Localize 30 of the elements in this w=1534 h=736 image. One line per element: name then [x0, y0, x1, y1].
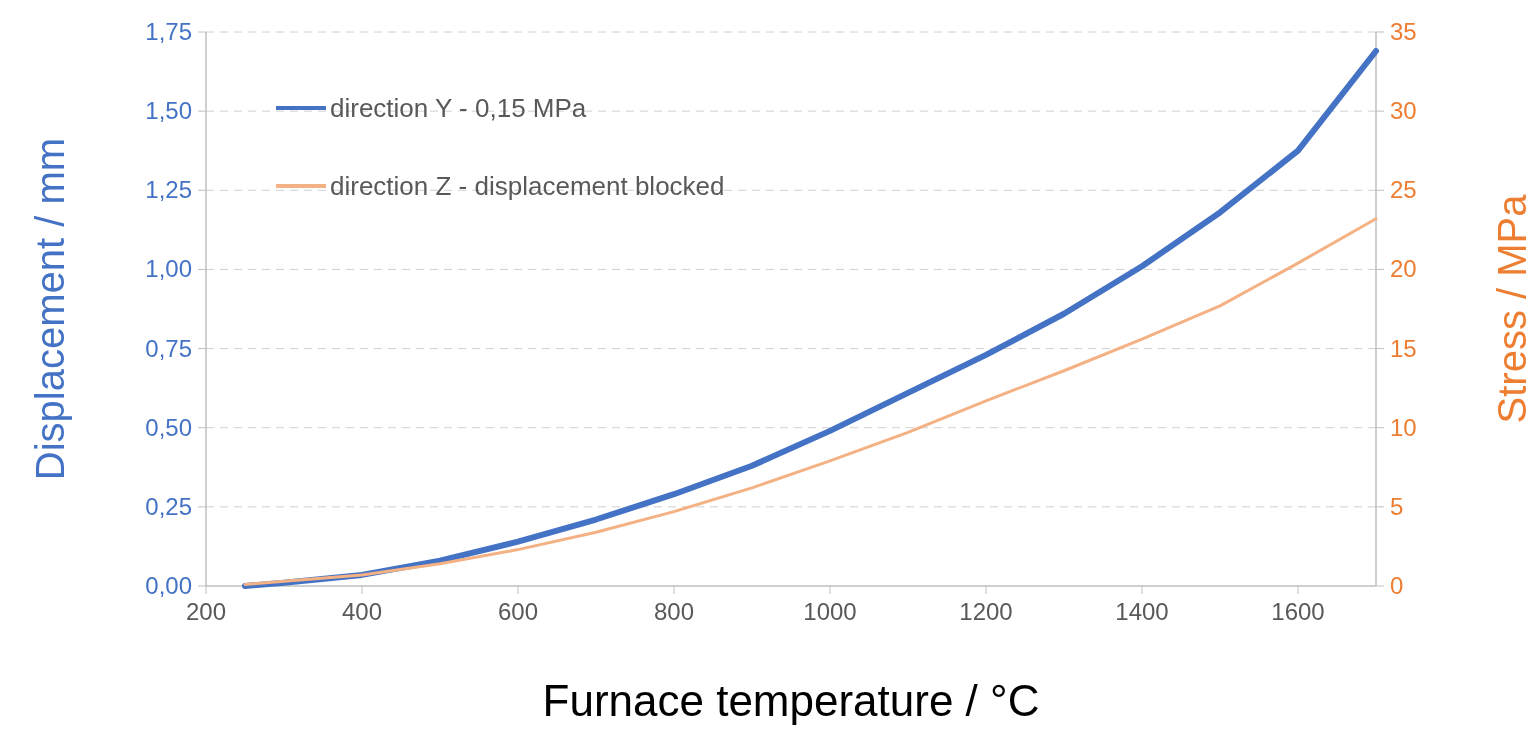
y2-tick-label: 35 — [1390, 18, 1417, 45]
x-tick-label: 1600 — [1271, 598, 1325, 625]
y2-tick-label: 25 — [1390, 176, 1417, 204]
y2-tick-label: 5 — [1390, 492, 1404, 520]
y2-tick-label: 20 — [1390, 255, 1417, 283]
y-tick-label: 0,75 — [145, 334, 192, 362]
y-tick-label: 0,00 — [145, 572, 192, 599]
x-tick-label: 1000 — [803, 598, 857, 625]
x-tick-label: 800 — [653, 598, 695, 625]
y-tick-label: 1,00 — [145, 255, 192, 283]
y2-axis-title: Stress / MPa — [1490, 193, 1534, 424]
y2-tick-label: 0 — [1390, 572, 1404, 599]
legend-label: direction Z - displacement blocked — [330, 171, 725, 201]
y-tick-label: 0,50 — [145, 413, 192, 441]
line-series — [243, 217, 1378, 586]
y2-tick-label: 10 — [1390, 413, 1417, 441]
x-tick-label: 200 — [185, 598, 227, 625]
x-tick-label: 600 — [497, 598, 539, 625]
y2-tick-label: 30 — [1390, 97, 1417, 125]
y-tick-label: 0,25 — [145, 492, 192, 520]
y-axis-title: Displacement / mm — [28, 137, 72, 481]
legend-label: direction Y - 0,15 MPa — [330, 93, 587, 123]
y-tick-label: 1,25 — [145, 176, 192, 204]
y-tick-label: 1,75 — [145, 18, 192, 45]
y2-tick-label: 15 — [1390, 334, 1417, 362]
x-axis-title: Furnace temperature / °C — [542, 676, 1040, 725]
x-tick-label: 1400 — [1115, 598, 1169, 625]
x-tick-label: 1200 — [959, 598, 1013, 625]
y-tick-label: 1,50 — [145, 97, 192, 125]
x-tick-label: 400 — [341, 598, 383, 625]
